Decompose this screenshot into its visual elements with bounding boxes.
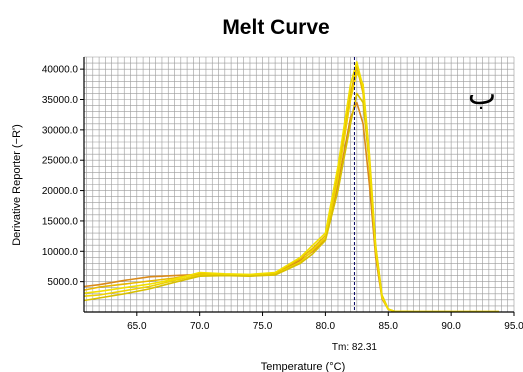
y-tick-label: 5000.0 bbox=[47, 277, 78, 288]
x-tick-label: 85.0 bbox=[379, 321, 399, 332]
y-tick-label: 15000.0 bbox=[42, 216, 79, 227]
grid bbox=[84, 56, 515, 313]
y-tick-label: 10000.0 bbox=[42, 247, 79, 258]
y-axis-ticks: 5000.0 10000.0 15000.0 20000.0 25000.0 30000.… bbox=[42, 65, 84, 288]
x-axis-label: Temperature (°C) bbox=[261, 361, 345, 372]
y-tick-label: 40000.0 bbox=[42, 65, 79, 76]
melt-curve-line-5 bbox=[83, 61, 499, 313]
y-axis-label: Derivative Reporter (−R') bbox=[11, 124, 23, 246]
x-tick-label: 80.0 bbox=[316, 321, 336, 332]
x-tick-label: 95.0 bbox=[504, 321, 523, 332]
x-tick-label: 70.0 bbox=[190, 321, 210, 332]
y-tick-label: 25000.0 bbox=[42, 156, 79, 167]
y-tick-label: 35000.0 bbox=[42, 95, 79, 106]
x-tick-label: 65.0 bbox=[127, 321, 147, 332]
tm-marker: Tm: 82.31 bbox=[332, 57, 377, 353]
y-tick-label: 20000.0 bbox=[42, 186, 79, 197]
x-tick-label: 75.0 bbox=[253, 321, 273, 332]
y-tick-label: 30000.0 bbox=[42, 125, 79, 136]
tm-label: Tm: 82.31 bbox=[332, 342, 377, 353]
chart-title: Melt Curve bbox=[222, 16, 329, 39]
x-tick-label: 90.0 bbox=[441, 321, 461, 332]
annotation-letter: ب bbox=[468, 77, 496, 112]
x-axis-ticks: 65.0 70.0 75.0 80.0 85.0 90.0 95.0 bbox=[127, 312, 523, 332]
series-group bbox=[83, 61, 499, 313]
